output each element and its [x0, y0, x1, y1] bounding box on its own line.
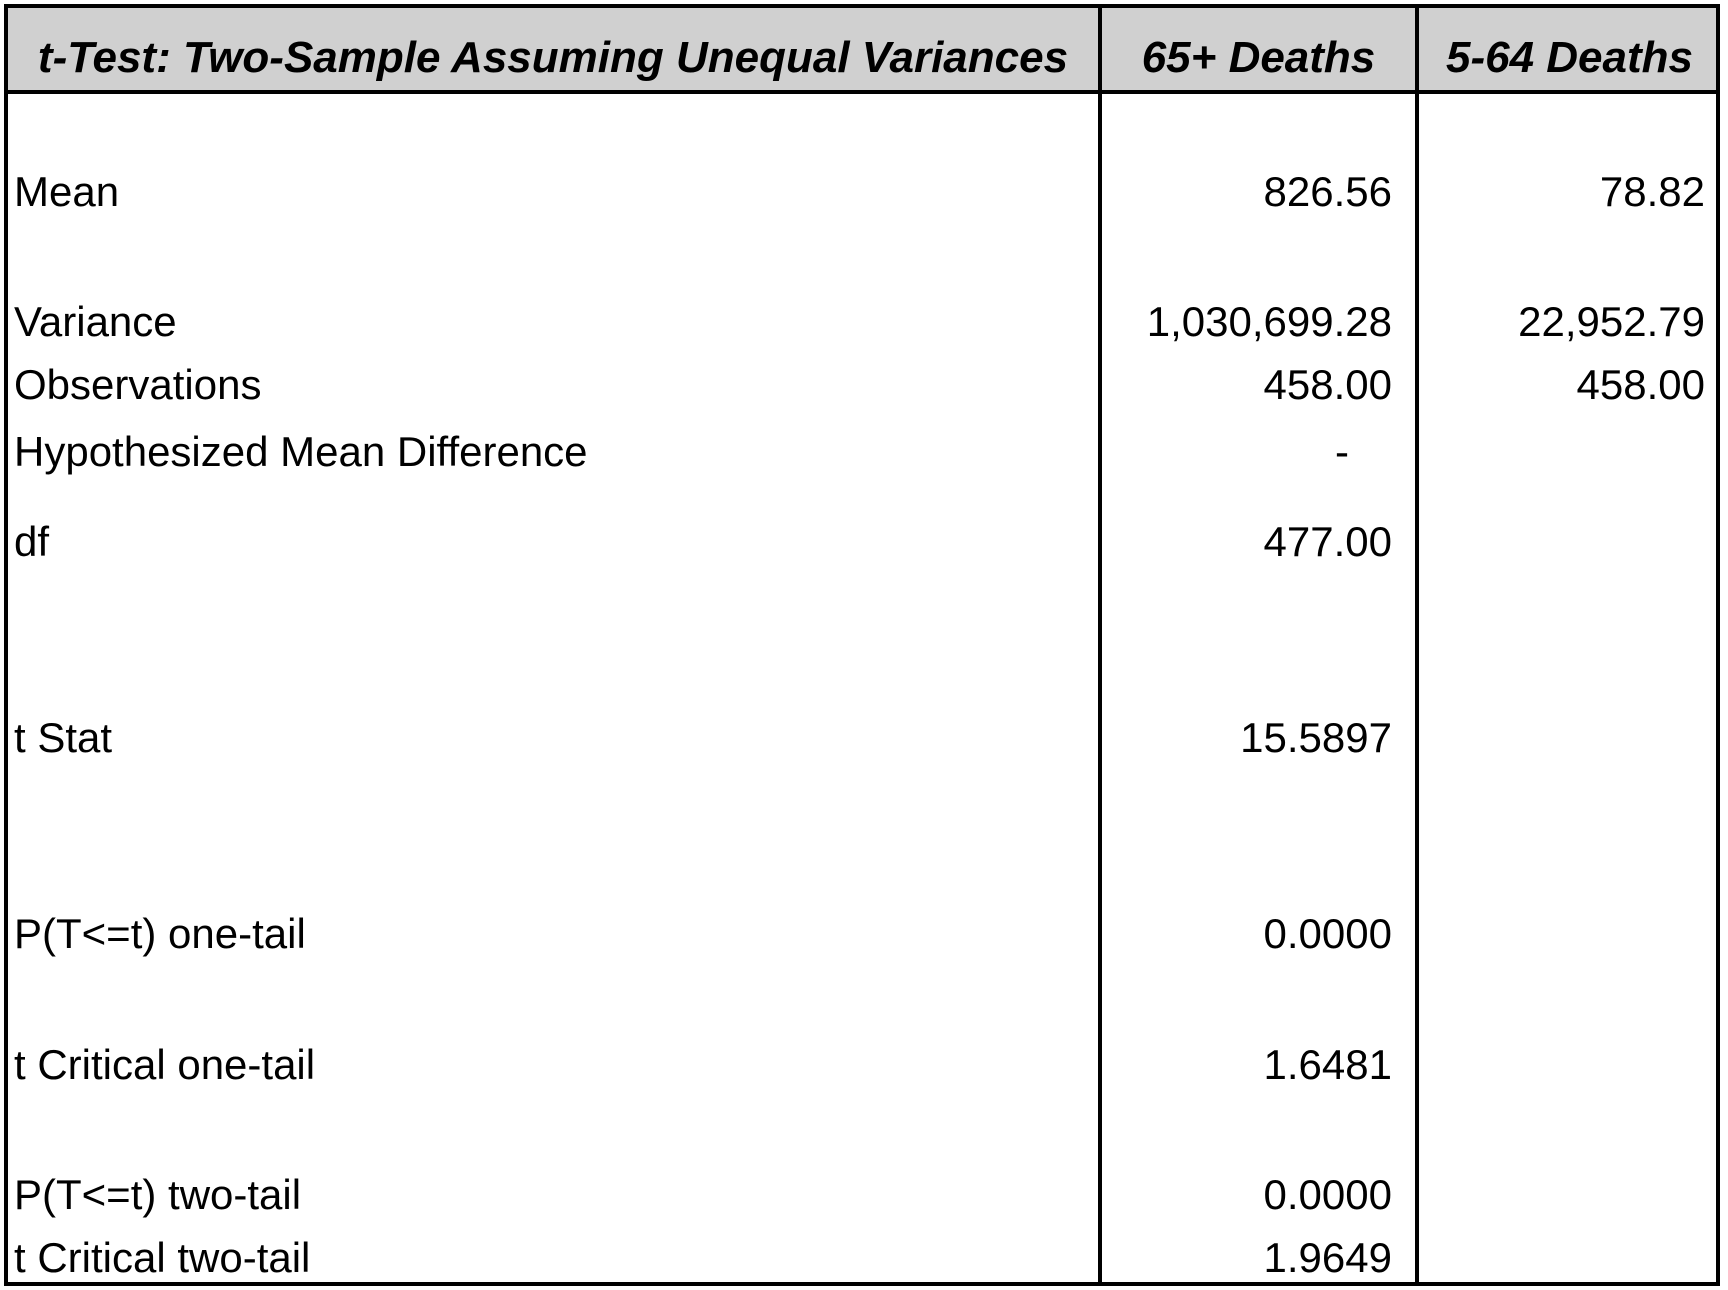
- row-value-t-critical-one-tail-5-64: [1419, 1037, 1705, 1093]
- row-label-t-critical-two-tail: t Critical two-tail: [14, 1234, 311, 1281]
- row-value-t-critical-one-tail-65plus: 1.6481: [1263, 1041, 1392, 1088]
- header-65-plus-deaths: 65+ Deaths: [1141, 33, 1376, 82]
- row-value-p-two-tail-65plus: 0.0000: [1263, 1171, 1392, 1218]
- row-value-hmd-5-64: [1419, 424, 1705, 480]
- row-value-p-one-tail-65plus: 0.0000: [1263, 910, 1392, 957]
- row-value-t-stat-65plus: 15.5897: [1240, 714, 1392, 761]
- row-value-mean-5-64: 78.82: [1599, 168, 1705, 215]
- row-label-observations: Observations: [14, 361, 262, 408]
- row-value-p-two-tail-5-64: [1419, 1167, 1705, 1223]
- row-value-df-5-64: [1419, 514, 1705, 570]
- row-value-p-one-tail-5-64: [1419, 906, 1705, 962]
- row-label-t-critical-one-tail: t Critical one-tail: [14, 1041, 316, 1088]
- row-value-hmd-65plus: -: [1102, 424, 1392, 480]
- row-label-p-one-tail: P(T<=t) one-tail: [14, 910, 306, 957]
- header-stat-title: t-Test: Two-Sample Assuming Unequal Vari…: [37, 33, 1069, 82]
- row-value-observations-65plus: 458.00: [1263, 361, 1392, 408]
- row-label-mean: Mean: [14, 168, 120, 215]
- row-label-t-stat: t Stat: [14, 714, 113, 761]
- row-value-df-65plus: 477.00: [1263, 518, 1392, 565]
- ttest-table: t-Test: Two-Sample Assuming Unequal Vari…: [4, 4, 1720, 1286]
- row-value-t-critical-two-tail-5-64: [1419, 1230, 1705, 1286]
- row-label-p-two-tail: P(T<=t) two-tail: [14, 1171, 302, 1218]
- row-value-variance-65plus: 1,030,699.28: [1146, 298, 1392, 345]
- column-divider: [1098, 8, 1102, 1282]
- table-header-row: t-Test: Two-Sample Assuming Unequal Vari…: [8, 8, 1716, 94]
- row-value-variance-5-64: 22,952.79: [1518, 298, 1705, 345]
- row-label-variance: Variance: [14, 298, 177, 345]
- row-value-t-stat-5-64: [1419, 710, 1705, 766]
- row-value-observations-5-64: 458.00: [1576, 361, 1705, 408]
- row-label-hypothesized-mean-difference: Hypothesized Mean Difference: [14, 428, 588, 475]
- row-value-mean-65plus: 826.56: [1263, 168, 1392, 215]
- row-label-df: df: [14, 518, 50, 565]
- column-divider: [1415, 8, 1419, 1282]
- dash-value: -: [1335, 428, 1349, 475]
- header-5-64-deaths: 5-64 Deaths: [1445, 33, 1693, 82]
- row-value-t-critical-two-tail-65plus: 1.9649: [1263, 1234, 1392, 1281]
